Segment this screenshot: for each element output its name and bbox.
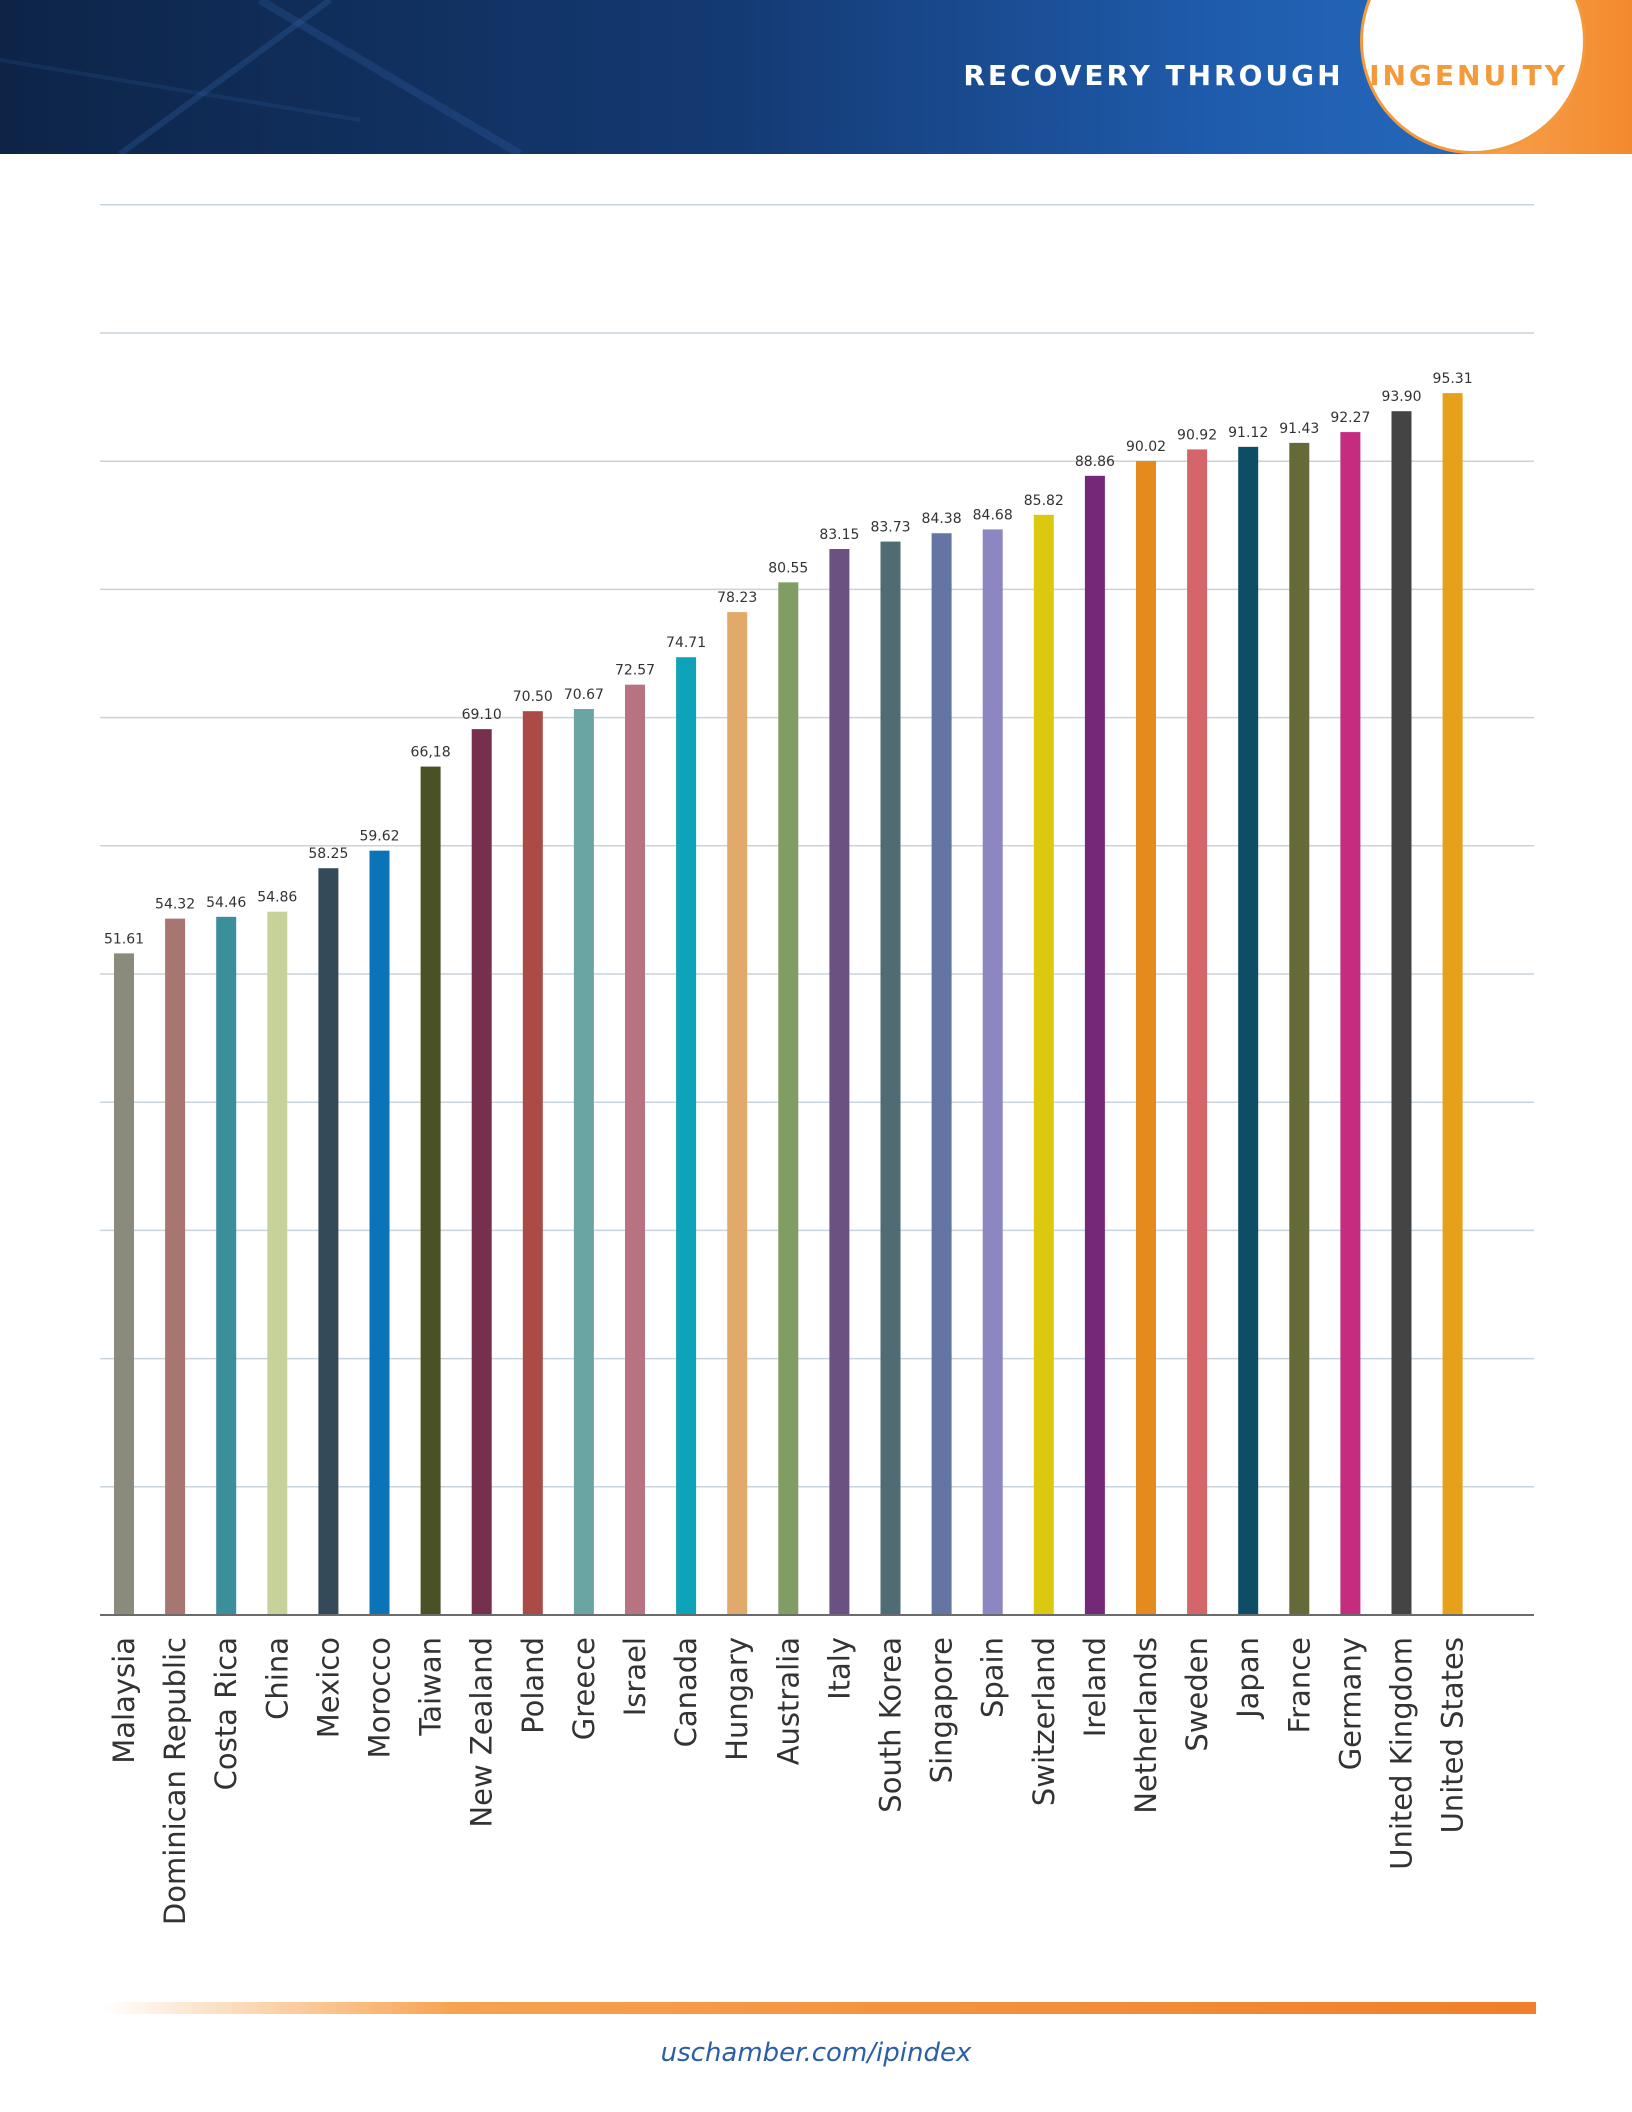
category-label: Malaysia [107,1637,141,1764]
bar-dominican-republic [165,918,186,1615]
value-label: 84.68 [973,507,1013,523]
category-label: Hungary [720,1637,754,1761]
bar-china [267,911,288,1615]
category-label: Switzerland [1027,1637,1061,1806]
category-label: United States [1436,1637,1470,1833]
bar-morocco [369,850,390,1615]
category-label: Singapore [925,1637,959,1783]
category-label: Netherlands [1129,1637,1163,1814]
value-label: 90.02 [1126,439,1166,455]
value-label: 78.23 [717,590,757,606]
footer-url[interactable]: uschamber.com/ipindex [660,2038,972,2068]
bar-hungary [727,612,748,1615]
category-label: China [260,1637,294,1720]
value-label: 74.71 [666,635,706,651]
bar-poland [522,711,543,1615]
category-label: France [1282,1637,1316,1733]
bar-singapore [931,533,952,1615]
bar-canada [676,657,697,1615]
category-label: Israel [618,1637,652,1716]
value-label: 85.82 [1024,493,1064,509]
category-label: Australia [771,1637,805,1765]
category-label: Japan [1231,1637,1265,1720]
footer-gradient-bar [100,2002,1536,2014]
value-label: 88.86 [1075,454,1115,470]
value-label: 83.15 [819,527,859,543]
category-label: Taiwan [414,1637,448,1737]
value-label: 72.57 [615,663,655,679]
bar-new-zealand [471,729,492,1615]
value-label: 83.73 [870,520,910,536]
bar-israel [625,684,645,1615]
value-label: 92.27 [1330,410,1370,426]
value-label: 69.10 [462,707,502,723]
value-label: 59.62 [359,829,399,845]
category-label: Greece [567,1637,601,1740]
value-label: 54.46 [206,895,246,911]
value-label: 54.32 [155,897,195,913]
category-label: Canada [669,1637,703,1747]
value-label: 51.61 [104,931,144,947]
bar-spain [982,529,1003,1616]
bar-greece [573,709,594,1615]
bar-ireland [1084,475,1105,1615]
value-label: 70.50 [513,689,553,705]
value-labels: 51.61 54.32 54.46 54.86 58.25 59.62 66,18 69.10… [104,371,1473,947]
category-label: Poland [516,1637,550,1734]
category-label: Germany [1333,1637,1367,1770]
category-label: Mexico [311,1637,345,1738]
bar-mexico [318,868,339,1615]
bar-germany [1340,432,1361,1615]
value-label: 80.55 [768,560,808,576]
header-title-left: RECOVERY THROUGH [963,59,1344,92]
category-labels: Malaysia Dominican Republic Costa Rica Chin… [107,1637,1470,1925]
bar-japan [1238,446,1259,1616]
value-label: 91.12 [1228,425,1268,441]
bar-taiwan [420,766,441,1615]
category-label: Spain [976,1637,1010,1718]
value-label: 90.92 [1177,427,1217,443]
category-label: United Kingdom [1385,1637,1419,1870]
category-label: Italy [822,1637,856,1700]
header-decoration [0,0,523,154]
category-label: Morocco [363,1637,397,1758]
bar-switzerland [1033,514,1054,1615]
category-label: New Zealand [465,1637,499,1828]
value-label: 58.25 [308,846,348,862]
header-title-right: INGENUITY [1369,59,1568,92]
bar-malaysia [114,953,134,1615]
bar-france [1289,442,1310,1615]
bar-netherlands [1136,460,1156,1615]
bar-italy [829,549,850,1615]
bar-south-korea [880,541,901,1615]
value-label: 91.43 [1279,421,1319,437]
category-label: Ireland [1078,1637,1112,1737]
category-label: Dominican Republic [158,1637,192,1925]
header-title: RECOVERY THROUGH INGENUITY [963,56,1568,96]
value-label: 66,18 [411,745,451,761]
category-label: South Korea [874,1637,908,1813]
value-label: 70.67 [564,687,604,703]
category-label: Sweden [1180,1637,1214,1752]
bar-australia [778,582,799,1615]
bar-sweden [1187,449,1208,1615]
bar-chart: 51.61 54.32 54.46 54.86 58.25 59.62 66,18 69.10… [100,204,1534,1925]
header-banner: RECOVERY THROUGH INGENUITY [0,0,1632,154]
value-label: 84.38 [922,511,962,527]
value-label: 93.90 [1381,389,1421,405]
bars [114,393,1463,1616]
bar-united-states [1442,393,1463,1616]
value-label: 95.31 [1433,371,1473,387]
value-label: 54.86 [257,890,297,906]
bar-united-kingdom [1391,411,1412,1615]
category-label: Costa Rica [209,1637,243,1790]
bar-costa-rica [216,916,237,1615]
